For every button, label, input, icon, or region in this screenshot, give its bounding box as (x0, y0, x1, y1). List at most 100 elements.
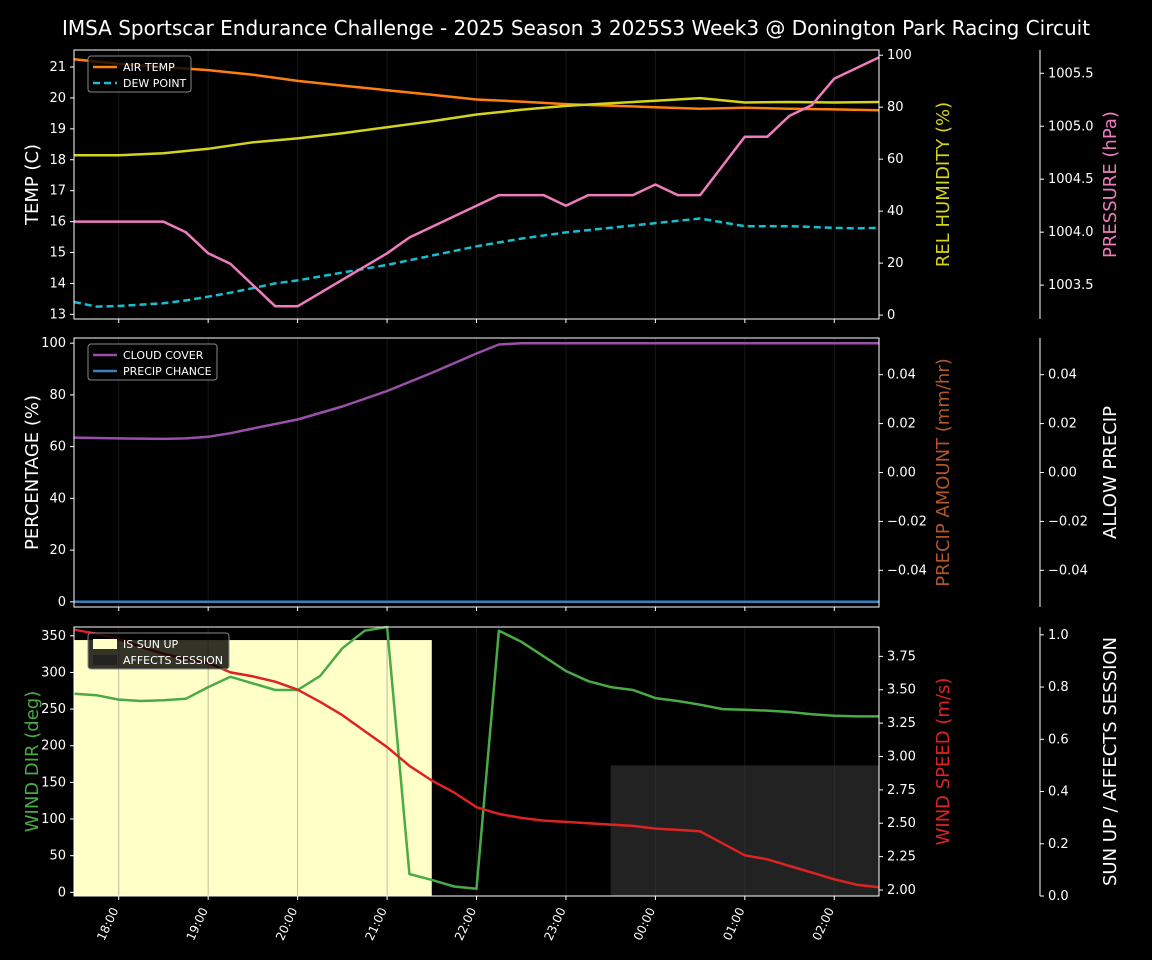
x-tick-label: 19:00 (184, 905, 211, 942)
y-right-tick-label: 0.02 (887, 417, 916, 432)
x-tick-label: 22:00 (452, 905, 479, 942)
y-right-tick-label: 0.04 (887, 368, 916, 383)
band-is-sun-up (74, 640, 432, 896)
y-right-tick-label: 20 (887, 256, 904, 271)
y-far-right-tick-label: 0.4 (1048, 785, 1069, 800)
y-tick-label: 40 (49, 491, 66, 506)
band-affects-session (610, 765, 879, 896)
y-tick-label: 17 (49, 184, 66, 199)
legend: CLOUD COVER PRECIP CHANCE (87, 343, 218, 381)
chart-panel-1: 13 14 15 16 17 18 19 20 21 0 20 40 60 80 100 1003.5 1004… (22, 48, 1121, 323)
y-tick-label: 14 (49, 276, 66, 291)
y-far-right-tick-label: 1005.5 (1048, 66, 1094, 81)
series-rel-humidity (74, 96, 880, 157)
y-right-axis-label: WIND SPEED (m/s) (933, 678, 954, 846)
chart-title: IMSA Sportscar Endurance Challenge - 202… (62, 16, 1090, 40)
y-tick-label: 20 (49, 543, 66, 558)
legend-frame (87, 55, 192, 93)
series-wind-dir (73, 625, 879, 890)
legend-label: AIR TEMP (123, 61, 175, 74)
legend-label: DEW POINT (123, 77, 187, 90)
legend-frame (87, 343, 218, 381)
y-tick-label: 100 (41, 812, 66, 827)
y-far-right-tick-label: 0.00 (1048, 466, 1077, 481)
y-tick-label: 60 (49, 440, 66, 455)
y-tick-label: 150 (41, 775, 66, 790)
y-tick-label: 200 (41, 739, 66, 754)
x-tick-label: 01:00 (720, 905, 747, 942)
y-axis-label: PERCENTAGE (%) (22, 395, 43, 550)
y-tick-label: 0 (58, 885, 66, 900)
y-far-right-tick-label: 0.6 (1048, 732, 1069, 747)
y-far-right-tick-label: 0.2 (1048, 837, 1069, 852)
y-right-tick-label: 2.75 (887, 783, 916, 798)
y-tick-label: 80 (49, 388, 66, 403)
legend: AIR TEMP DEW POINT (87, 55, 192, 93)
y-right-tick-label: 2.25 (887, 850, 916, 865)
x-tick-label: 21:00 (362, 905, 389, 942)
y-tick-label: 250 (41, 702, 66, 717)
x-tick-label: 18:00 (94, 905, 121, 942)
y-right-tick-label: −0.02 (887, 514, 927, 529)
y-right-axis-label: REL HUMIDITY (%) (933, 102, 954, 267)
y-tick-label: 100 (41, 336, 66, 351)
y-right-tick-label: 0.00 (887, 466, 916, 481)
y-far-right-tick-label: 0.04 (1048, 368, 1077, 383)
series-air-temp (73, 58, 880, 112)
y-tick-label: 350 (41, 629, 66, 644)
legend-label: PRECIP CHANCE (123, 365, 212, 378)
y-right-tick-label: 3.75 (887, 649, 916, 664)
y-right-tick-label: 2.50 (887, 816, 916, 831)
legend-swatch (93, 655, 117, 665)
y-tick-label: 16 (49, 215, 66, 230)
y-tick-label: 50 (49, 849, 66, 864)
y-far-right-axis-label: SUN UP / AFFECTS SESSION (1100, 637, 1121, 886)
series-dew-point (73, 217, 880, 308)
y-right-axis-label: PRECIP AMOUNT (mm/hr) (933, 358, 954, 587)
y-far-right-tick-label: 0.02 (1048, 417, 1077, 432)
y-tick-label: 0 (58, 595, 66, 610)
y-tick-label: 21 (49, 60, 66, 75)
x-tick-label: 23:00 (541, 905, 568, 942)
y-right-tick-label: 0 (887, 308, 895, 323)
y-far-right-tick-label: 1004.0 (1048, 225, 1094, 240)
y-far-right-axis-label: PRESSURE (hPa) (1100, 111, 1121, 258)
y-far-right-tick-label: 0.8 (1048, 680, 1069, 695)
x-tick-label: 02:00 (810, 905, 837, 942)
y-right-tick-label: 2.00 (887, 883, 916, 898)
y-far-right-tick-label: −0.04 (1048, 563, 1088, 578)
chart-panel-3: 0 50 100 150 200 250 300 350 2.00 2.25 2.50 2.75 3.0… (22, 625, 1121, 943)
x-tick-label: 00:00 (631, 905, 658, 942)
y-far-right-tick-label: 1005.0 (1048, 119, 1094, 134)
y-axis-label: WIND DIR (deg) (22, 691, 43, 833)
y-tick-label: 13 (49, 307, 66, 322)
x-tick-label: 20:00 (273, 905, 300, 942)
y-far-right-tick-label: 1003.5 (1048, 278, 1094, 293)
y-right-tick-label: −0.04 (887, 563, 927, 578)
y-right-tick-label: 3.50 (887, 683, 916, 698)
legend-label: CLOUD COVER (123, 349, 204, 362)
y-far-right-tick-label: 1004.5 (1048, 172, 1094, 187)
legend-label: IS SUN UP (123, 638, 179, 651)
series-pressure (74, 56, 880, 308)
series-cloud-cover (73, 341, 879, 441)
y-far-right-axis-label: ALLOW PRECIP (1100, 406, 1121, 539)
y-far-right-tick-label: 1.0 (1048, 628, 1069, 643)
chart-panel-2: 0 20 40 60 80 100 −0.04 −0.02 0.00 0.02 0.04 −0.04 −… (22, 336, 1121, 611)
y-right-tick-label: 100 (887, 48, 912, 63)
y-right-tick-label: 60 (887, 152, 904, 167)
legend-label: AFFECTS SESSION (123, 654, 223, 667)
legend-frame (87, 632, 230, 670)
y-far-right-tick-label: −0.02 (1048, 514, 1088, 529)
y-right-tick-label: 40 (887, 204, 904, 219)
y-right-tick-label: 3.00 (887, 749, 916, 764)
y-right-tick-label: 3.25 (887, 716, 916, 731)
y-right-tick-label: 80 (887, 100, 904, 115)
y-axis-label: TEMP (C) (22, 144, 43, 226)
legend: IS SUN UP AFFECTS SESSION (87, 632, 230, 670)
y-tick-label: 19 (49, 122, 66, 137)
y-tick-label: 300 (41, 665, 66, 680)
y-tick-label: 18 (49, 153, 66, 168)
y-tick-label: 15 (49, 246, 66, 261)
